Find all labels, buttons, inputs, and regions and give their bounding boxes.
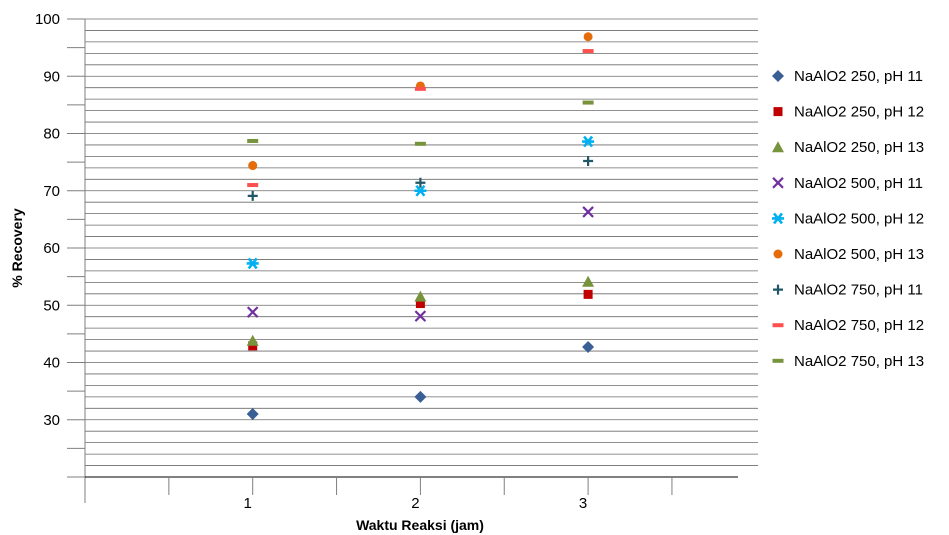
y-axis-title: % Recovery: [9, 208, 25, 288]
data-points: [246, 32, 595, 421]
legend-marker: [773, 284, 783, 295]
series-6: [248, 32, 593, 171]
series-2: [248, 289, 593, 351]
x-tick-label: 2: [411, 495, 419, 512]
series-9: [247, 100, 594, 146]
legend-marker: [772, 70, 784, 82]
series-5: [246, 135, 595, 270]
data-point: [246, 334, 259, 346]
legend-marker: [773, 107, 783, 117]
data-point: [414, 290, 427, 302]
legend-item: NaAlO2 500, pH 12: [772, 210, 924, 227]
legend-marker: [772, 177, 784, 189]
y-tick-labels: 30 40 50 60 70 80 90 100: [35, 11, 60, 429]
y-tick-label: 30: [43, 412, 60, 429]
data-point: [246, 408, 259, 421]
series-7: [247, 155, 594, 201]
legend-label: NaAlO2 250, pH 11: [794, 68, 923, 85]
legend-item: NaAlO2 250, pH 12: [773, 104, 924, 121]
legend-label: NaAlO2 500, pH 12: [794, 210, 924, 227]
data-point: [414, 184, 427, 197]
legend-marker: [772, 358, 784, 363]
data-point: [582, 49, 594, 54]
data-point: [247, 138, 259, 143]
axes: [67, 18, 738, 503]
x-tick-label: 3: [579, 495, 587, 512]
series-4: [246, 206, 594, 322]
legend-item: NaAlO2 750, pH 13: [772, 353, 924, 370]
legend-item: NaAlO2 750, pH 11: [773, 282, 923, 299]
data-point: [247, 190, 258, 201]
y-tick-label: 90: [43, 68, 60, 85]
legend-label: NaAlO2 750, pH 13: [794, 353, 924, 370]
data-point: [246, 257, 259, 270]
legend-label: NaAlO2 500, pH 11: [794, 175, 923, 192]
x-tick-label: 1: [244, 495, 252, 512]
legend: NaAlO2 250, pH 11 NaAlO2 250, pH 12 NaAlO2…: [772, 68, 924, 370]
data-point: [415, 177, 426, 188]
legend-marker: [773, 249, 783, 259]
data-point: [248, 341, 258, 351]
y-tick-label: 40: [43, 355, 60, 372]
data-point: [582, 100, 594, 105]
y-tick-label: 50: [43, 297, 60, 314]
data-point: [246, 306, 259, 318]
data-point: [582, 135, 595, 148]
y-tick-label: 70: [43, 183, 60, 200]
series-8: [247, 49, 594, 188]
legend-label: NaAlO2 250, pH 12: [794, 104, 924, 121]
legend-item: NaAlO2 250, pH 11: [772, 68, 923, 85]
data-point: [583, 155, 594, 166]
legend-item: NaAlO2 500, pH 13: [773, 246, 924, 263]
y-tick-label: 100: [35, 11, 60, 28]
data-point: [582, 275, 595, 287]
data-point: [414, 141, 426, 146]
data-point: [415, 299, 425, 309]
legend-label: NaAlO2 500, pH 13: [794, 246, 924, 263]
data-point: [247, 183, 259, 188]
legend-item: NaAlO2 250, pH 13: [772, 139, 924, 156]
data-point: [248, 161, 258, 171]
legend-item: NaAlO2 750, pH 12: [772, 317, 924, 334]
data-point: [583, 32, 593, 42]
legend-marker: [772, 141, 784, 153]
legend-label: NaAlO2 250, pH 13: [794, 139, 924, 156]
data-point: [582, 341, 595, 354]
y-tick-label: 80: [43, 126, 60, 143]
y-tick-label: 60: [43, 240, 60, 257]
legend-marker: [772, 323, 784, 328]
x-axis-title: Waktu Reaksi (jam): [356, 517, 484, 533]
data-point: [582, 206, 594, 218]
series-1: [246, 341, 595, 421]
legend-item: NaAlO2 500, pH 11: [772, 175, 923, 192]
data-point: [414, 310, 427, 322]
series-3: [246, 275, 595, 346]
legend-label: NaAlO2 750, pH 11: [794, 282, 923, 299]
data-point: [414, 86, 426, 91]
x-tick-labels: 1 2 3: [244, 495, 588, 512]
legend-marker: [772, 212, 784, 225]
legend-label: NaAlO2 750, pH 12: [794, 317, 924, 334]
data-point: [583, 289, 593, 299]
data-point: [414, 390, 427, 403]
